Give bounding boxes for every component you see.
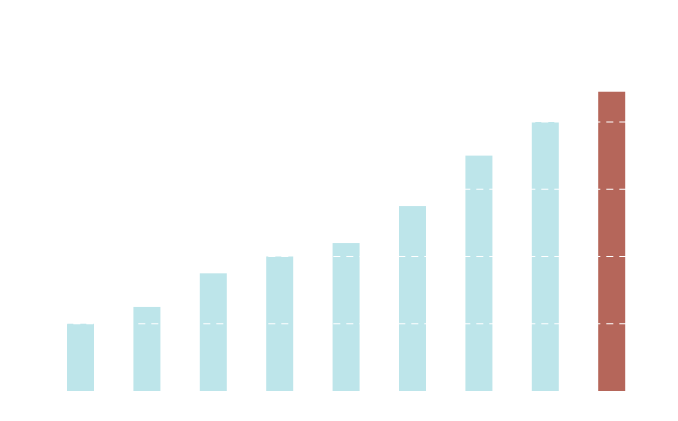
bar — [67, 323, 94, 391]
bar — [465, 155, 493, 391]
bar — [332, 243, 360, 391]
bar — [199, 273, 227, 391]
bar — [133, 306, 161, 391]
bar — [598, 91, 626, 392]
bar — [399, 206, 426, 391]
